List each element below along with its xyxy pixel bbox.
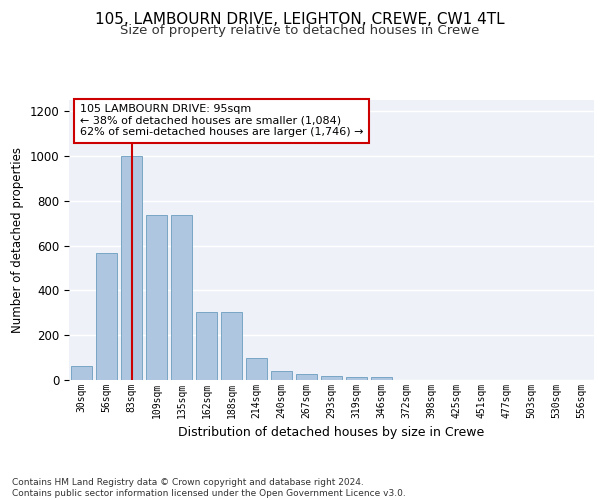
- Bar: [71, 366, 92, 380]
- Text: Contains HM Land Registry data © Crown copyright and database right 2024.
Contai: Contains HM Land Registry data © Crown c…: [12, 478, 406, 498]
- Bar: [371, 377, 392, 380]
- Bar: [271, 372, 292, 380]
- Bar: [121, 156, 142, 380]
- Text: Size of property relative to detached houses in Crewe: Size of property relative to detached ho…: [121, 24, 479, 37]
- Y-axis label: Number of detached properties: Number of detached properties: [11, 147, 24, 333]
- Text: 105 LAMBOURN DRIVE: 95sqm
← 38% of detached houses are smaller (1,084)
62% of se: 105 LAMBOURN DRIVE: 95sqm ← 38% of detac…: [79, 104, 363, 138]
- Text: 105, LAMBOURN DRIVE, LEIGHTON, CREWE, CW1 4TL: 105, LAMBOURN DRIVE, LEIGHTON, CREWE, CW…: [95, 12, 505, 28]
- Bar: [221, 312, 242, 380]
- Bar: [296, 374, 317, 380]
- Bar: [346, 377, 367, 380]
- Bar: [96, 253, 117, 380]
- Bar: [246, 358, 267, 380]
- Bar: [171, 216, 192, 380]
- Bar: [196, 312, 217, 380]
- Bar: [146, 216, 167, 380]
- Bar: [321, 376, 342, 380]
- X-axis label: Distribution of detached houses by size in Crewe: Distribution of detached houses by size …: [178, 426, 485, 440]
